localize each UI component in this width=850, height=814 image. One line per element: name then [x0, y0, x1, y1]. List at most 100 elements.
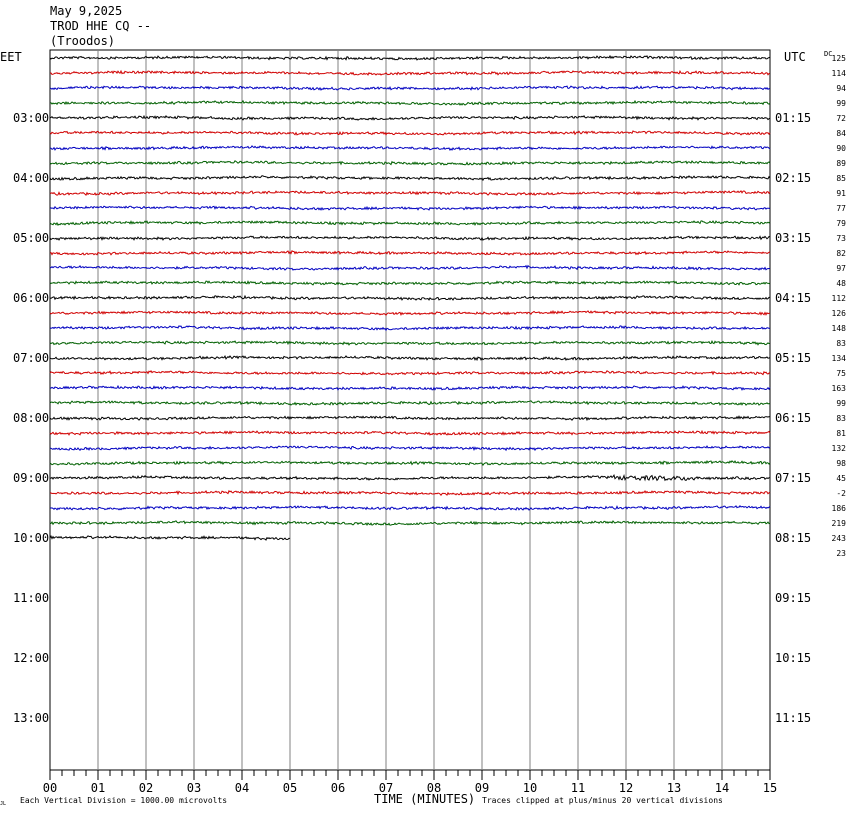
- dc-offset-label: 23: [836, 549, 846, 558]
- dc-offset-label: 73: [836, 234, 846, 243]
- trace-line: [50, 505, 771, 511]
- trace-line: [49, 415, 771, 422]
- left-timezone-label: EET: [0, 50, 22, 64]
- right-timezone-label: UTC: [784, 50, 806, 64]
- x-tick-label: 09: [475, 781, 489, 795]
- dc-offset-label: 132: [832, 444, 847, 453]
- trace-line: [49, 280, 771, 286]
- hour-label-right: 11:15: [775, 711, 811, 725]
- hour-label-left: 10:00: [13, 531, 49, 545]
- hour-label-right: 08:15: [775, 531, 811, 545]
- x-axis-title: TIME (MINUTES): [374, 792, 475, 806]
- hour-label-right: 09:15: [775, 591, 811, 605]
- hour-label-left: 05:00: [13, 231, 49, 245]
- x-tick-label: 04: [235, 781, 249, 795]
- trace-line: [49, 489, 771, 497]
- hour-label-left: 13:00: [13, 711, 49, 725]
- trace-line: [49, 309, 770, 317]
- dc-offset-label: 163: [832, 384, 847, 393]
- trace-line: [49, 85, 771, 91]
- hour-label-left: 08:00: [13, 411, 49, 425]
- trace-line: [49, 235, 771, 241]
- x-tick-label: 02: [139, 781, 153, 795]
- dc-offset-label: 219: [832, 519, 847, 528]
- dc-offset-label: 45: [836, 474, 846, 483]
- x-tick-label: 05: [283, 781, 297, 795]
- date-label: May 9,2025: [50, 4, 123, 18]
- dc-offset-label: 48: [836, 279, 846, 288]
- hour-label-left: 11:00: [13, 591, 49, 605]
- x-tick-label: 15: [763, 781, 777, 795]
- corner-mark: JL: [0, 801, 6, 807]
- x-tick-label: 10: [523, 781, 537, 795]
- trace-line: [49, 325, 771, 332]
- dc-offset-label: 77: [836, 204, 846, 213]
- trace-line: [49, 54, 771, 61]
- dc-offset-label: 114: [832, 69, 847, 78]
- trace-line: [49, 520, 771, 527]
- hour-label-right: 04:15: [775, 291, 811, 305]
- dc-offset-label: 148: [832, 324, 847, 333]
- trace-line: [49, 130, 771, 136]
- trace-line: [49, 160, 771, 166]
- dc-offset-label: 94: [836, 84, 846, 93]
- dc-offset-label: 79: [836, 219, 846, 228]
- hour-label-left: 06:00: [13, 291, 49, 305]
- dc-offset-label: 98: [836, 459, 846, 468]
- trace-line: [49, 264, 771, 271]
- dc-offset-label: 186: [832, 504, 847, 513]
- hour-label-left: 04:00: [13, 171, 49, 185]
- dc-offset-label: 91: [836, 189, 846, 198]
- trace-line: [49, 190, 771, 197]
- trace-line: [49, 445, 771, 452]
- dc-offset-label: 126: [832, 309, 847, 318]
- hour-label-right: 01:15: [775, 111, 811, 125]
- hour-label-left: 12:00: [13, 651, 49, 665]
- dc-offset-label: 72: [836, 114, 846, 123]
- trace-line: [49, 384, 771, 391]
- dc-offset-label: 81: [836, 429, 846, 438]
- hour-label-right: 05:15: [775, 351, 811, 365]
- dc-offset-label: 90: [836, 144, 846, 153]
- dc-offset-label: 97: [836, 264, 846, 273]
- clip-note: Traces clipped at plus/minus 20 vertical…: [482, 796, 723, 805]
- dc-offset-label: 75: [836, 369, 846, 378]
- x-tick-label: 11: [571, 781, 585, 795]
- plot-frame: [49, 49, 771, 771]
- vertical-division-note: Each Vertical Division = 1000.00 microvo…: [20, 796, 227, 805]
- trace-line: [49, 220, 771, 227]
- location-label: (Troodos): [50, 34, 116, 48]
- dc-offset-label: 83: [836, 414, 846, 423]
- hour-label-left: 03:00: [13, 111, 49, 125]
- dc-offset-label: 125: [832, 54, 847, 63]
- x-tick-label: 03: [187, 781, 201, 795]
- x-tick-label: 06: [331, 781, 345, 795]
- trace-line: [49, 294, 770, 301]
- dc-offset-label: 243: [832, 534, 847, 543]
- hour-label-right: 07:15: [775, 471, 811, 485]
- x-tick-label: 07: [379, 781, 393, 795]
- trace-line: [49, 175, 771, 182]
- dc-offset-label: -2: [836, 489, 846, 498]
- dc-offset-label: 84: [836, 129, 846, 138]
- dc-header-label: DC: [824, 50, 832, 58]
- trace-line: [49, 460, 771, 466]
- trace-line: [49, 114, 771, 121]
- dc-offset-label: 85: [836, 174, 846, 183]
- x-tick-label: 01: [91, 781, 105, 795]
- trace-line: [49, 429, 771, 436]
- hour-label-left: 07:00: [13, 351, 49, 365]
- trace-line: [50, 69, 770, 76]
- dc-offset-label: 134: [832, 354, 847, 363]
- hour-label-right: 10:15: [775, 651, 811, 665]
- x-tick-label: 08: [427, 781, 441, 795]
- trace-line: [49, 535, 291, 541]
- hour-label-right: 03:15: [775, 231, 811, 245]
- trace-line: [49, 145, 771, 152]
- trace-line: [49, 354, 771, 362]
- hour-label-right: 02:15: [775, 171, 811, 185]
- dc-offset-label: 99: [836, 399, 846, 408]
- trace-line: [49, 250, 771, 256]
- dc-offset-label: 89: [836, 159, 846, 168]
